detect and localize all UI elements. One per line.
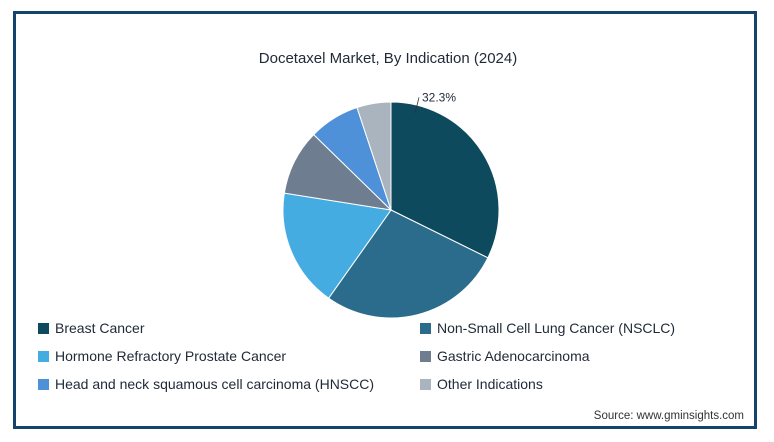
legend-swatch: [38, 350, 49, 362]
legend-label: Head and neck squamous cell carcinoma (H…: [55, 376, 375, 392]
chart-title: Docetaxel Market, By Indication (2024): [258, 50, 518, 67]
legend-label: Non-Small Cell Lung Cancer (NSCLC): [437, 320, 676, 336]
legend-item: Other Indications: [420, 376, 543, 392]
legend-item: Head and neck squamous cell carcinoma (H…: [38, 376, 374, 392]
legend-swatch: [420, 350, 431, 362]
pie-slice-breast-cancer: [390, 101, 500, 259]
data-label: 32.3%: [422, 90, 456, 104]
legend-swatch: [38, 378, 49, 390]
pie-chart: 32.3%: [282, 90, 500, 319]
pie-slice-hormone-refractory-prostate-cancer: [282, 192, 392, 299]
legend-label: Other Indications: [437, 376, 543, 392]
legend-label: Breast Cancer: [55, 320, 145, 336]
legend-swatch: [420, 322, 431, 334]
legend-item: Breast Cancer: [38, 320, 144, 336]
legend-item: Non-Small Cell Lung Cancer (NSCLC): [420, 320, 675, 336]
legend-item: Gastric Adenocarcinoma: [420, 348, 590, 364]
chart-frame: Docetaxel Market, By Indication (2024) 3…: [13, 11, 757, 429]
pie-slice-other-indications: [356, 101, 392, 211]
legend-swatch: [38, 322, 49, 334]
legend-label: Hormone Refractory Prostate Cancer: [55, 348, 287, 364]
pie-slice-non-small-cell-lung-cancer-nsclc: [327, 209, 489, 319]
legend-label: Gastric Adenocarcinoma: [437, 348, 590, 364]
data-label-leader: [414, 97, 420, 114]
legend-item: Hormone Refractory Prostate Cancer: [38, 348, 286, 364]
source-note: Source: www.gminsights.com: [593, 410, 744, 422]
legend-swatch: [420, 378, 431, 390]
